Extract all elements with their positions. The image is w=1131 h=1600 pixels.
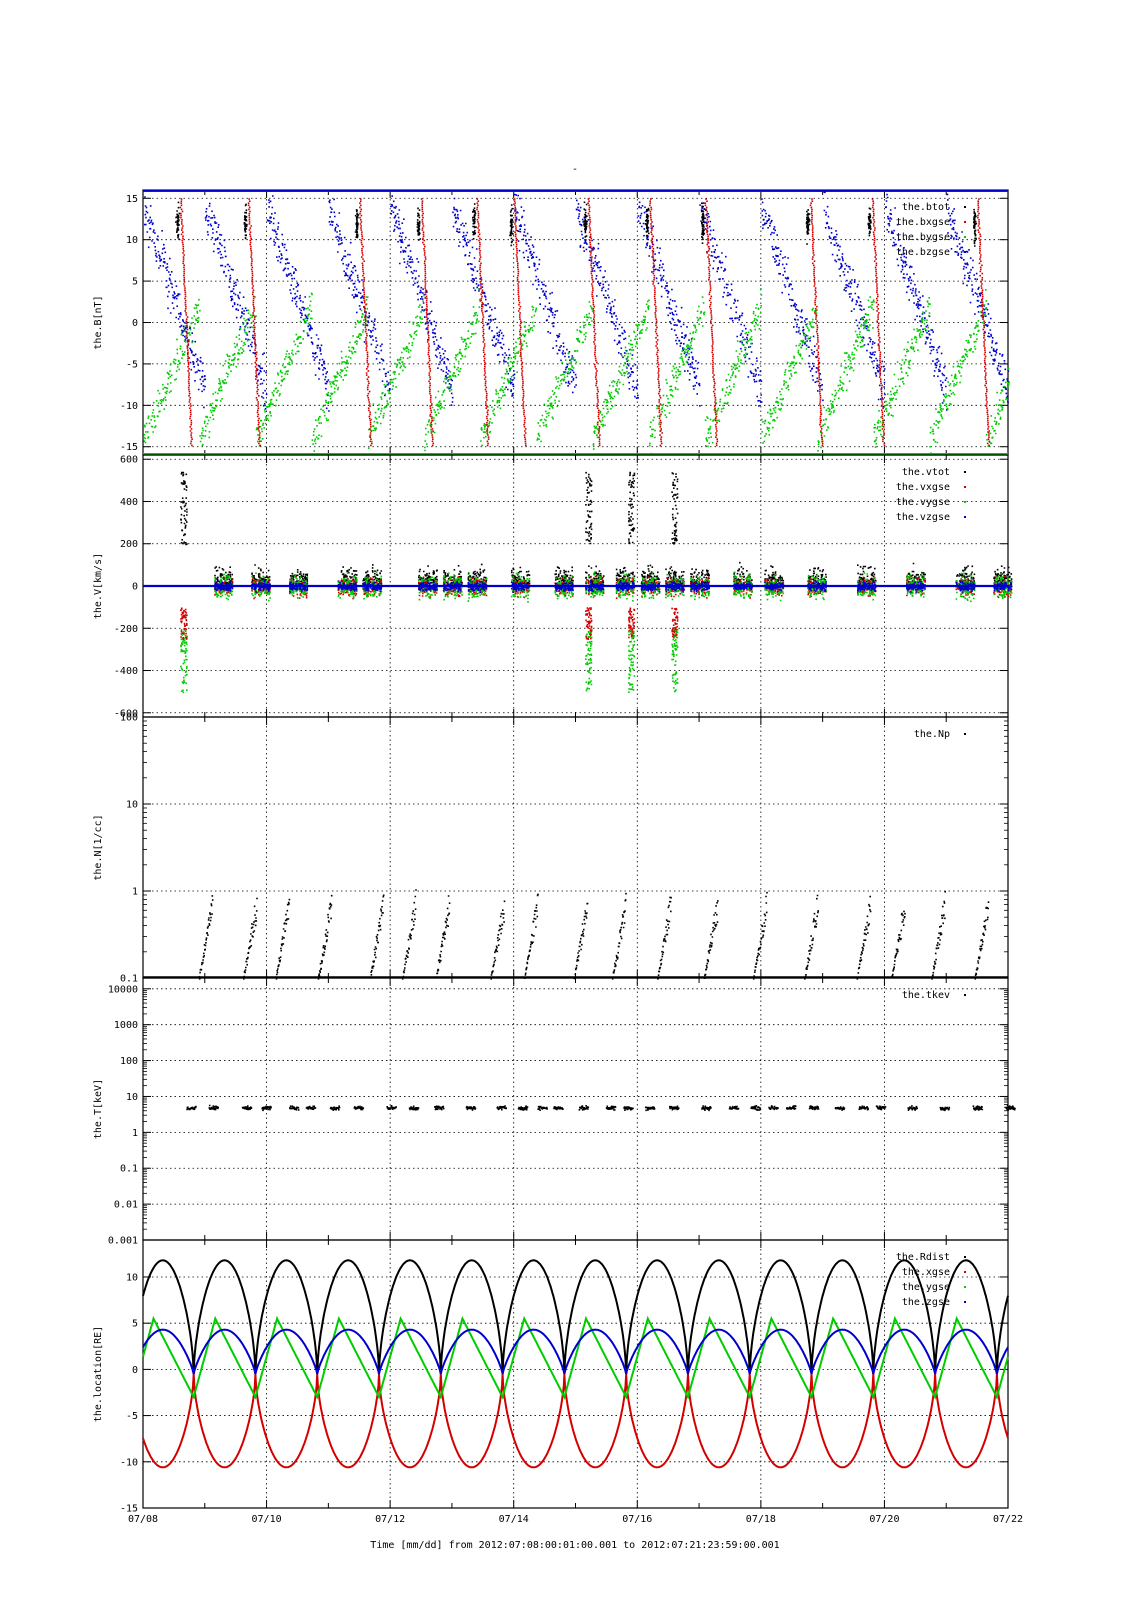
y-tick-label: 15 bbox=[126, 194, 138, 205]
legend-marker bbox=[964, 733, 966, 735]
y-tick-label: 1 bbox=[132, 887, 138, 898]
y-tick-label: 600 bbox=[120, 455, 138, 466]
series-tkev bbox=[186, 1104, 1016, 1112]
y-tick-label: -5 bbox=[126, 359, 138, 370]
legend-entry: the.vygse bbox=[896, 497, 950, 508]
x-tick-label: 07/12 bbox=[375, 1514, 405, 1525]
y-axis-label: the.N[1/cc] bbox=[93, 814, 104, 880]
series-xgse bbox=[142, 1373, 1009, 1469]
legend-marker bbox=[964, 1256, 966, 1258]
legend-marker bbox=[964, 1271, 966, 1273]
legend-entry: the.btot bbox=[902, 202, 950, 213]
legend-marker bbox=[964, 1301, 966, 1303]
x-tick-label: 07/22 bbox=[993, 1514, 1023, 1525]
x-tick-label: 07/14 bbox=[499, 1514, 529, 1525]
panel-V: 600 400 200 0 -200 -400 -600 the.V[km/s] the.vto… bbox=[93, 454, 1013, 719]
x-tick-label: 07/16 bbox=[622, 1514, 652, 1525]
legend-marker bbox=[964, 516, 966, 518]
series-np-points bbox=[198, 889, 990, 980]
legend-entry: the.bzgse bbox=[896, 247, 950, 258]
y-tick-label: 100 bbox=[120, 1056, 138, 1067]
legend-marker bbox=[964, 501, 966, 503]
y-tick-label: -10 bbox=[120, 1457, 138, 1468]
y-axis-label: the.location[RE] bbox=[93, 1326, 104, 1422]
legend-marker bbox=[964, 1286, 966, 1288]
y-tick-label: 0 bbox=[132, 582, 138, 593]
panel-B: 15 10 5 0 -5 -10 -15 the.B[nT] the.btot the.bxgse… bbox=[93, 189, 1010, 456]
panel-location: 10 5 0 -5 -10 -15 the.location[RE] the.Rdist the… bbox=[93, 1239, 1023, 1525]
y-tick-label: 0.01 bbox=[114, 1200, 138, 1211]
y-tick-label: -15 bbox=[120, 1504, 138, 1515]
series-bzgse-points bbox=[143, 190, 1010, 412]
y-tick-label: 0 bbox=[132, 1365, 138, 1376]
y-tick-label: 0.1 bbox=[120, 974, 138, 985]
legend-marker bbox=[964, 206, 966, 208]
series-zgse bbox=[142, 1328, 1009, 1375]
series-vtot bbox=[180, 471, 1013, 588]
y-tick-label: -400 bbox=[114, 666, 138, 677]
panels: 151050-5-10-15the.B[nT]the.btotthe.bxgse… bbox=[93, 189, 1023, 1525]
x-tick-label: 07/20 bbox=[869, 1514, 899, 1525]
legend-marker bbox=[964, 994, 966, 996]
y-tick-label: 0.1 bbox=[120, 1164, 138, 1175]
legend-entry: the.Rdist bbox=[896, 1252, 950, 1263]
y-tick-label: -600 bbox=[114, 708, 138, 719]
x-axis-label: Time [mm/dd] from 2012:07:08:00:01:00.00… bbox=[370, 1540, 779, 1551]
series-vtot-points bbox=[180, 471, 1013, 588]
panel-T: 10000 1000 100 10 1 0.1 0.01 0.001 the.T[keV] the… bbox=[93, 977, 1016, 1247]
y-tick-label: -15 bbox=[120, 442, 138, 453]
y-tick-label: 10 bbox=[126, 235, 138, 246]
series-np bbox=[198, 889, 990, 980]
series-bzgse bbox=[143, 190, 1010, 412]
y-tick-label: 0 bbox=[132, 318, 138, 329]
series-tkev-points bbox=[186, 1104, 1016, 1112]
y-tick-label: -5 bbox=[126, 1411, 138, 1422]
y-tick-label: 1000 bbox=[114, 1020, 138, 1031]
legend-marker bbox=[964, 471, 966, 473]
y-tick-label: 5 bbox=[132, 1319, 138, 1330]
legend-entry: the.xgse bbox=[902, 1267, 950, 1278]
legend-marker bbox=[964, 486, 966, 488]
legend-entry: the.vzgse bbox=[896, 512, 950, 523]
y-tick-label: 10 bbox=[126, 1272, 138, 1283]
series-rdist bbox=[142, 1259, 1009, 1375]
legend-entry: the.ygse bbox=[902, 1282, 950, 1293]
y-axis-label: the.T[keV] bbox=[93, 1079, 104, 1139]
x-tick-label: 07/08 bbox=[128, 1514, 158, 1525]
y-tick-label: -200 bbox=[114, 624, 138, 635]
legend-entry: the.tkev bbox=[902, 990, 950, 1001]
y-tick-label: 10 bbox=[126, 1092, 138, 1103]
legend-entry: the.bxgse bbox=[896, 217, 950, 228]
x-tick-label: 07/18 bbox=[746, 1514, 776, 1525]
legend-entry: the.vxgse bbox=[896, 482, 950, 493]
legend-entry: the.vtot bbox=[902, 467, 950, 478]
y-tick-label: -10 bbox=[120, 401, 138, 412]
x-tick-label: 07/10 bbox=[252, 1514, 282, 1525]
y-tick-label: 5 bbox=[132, 277, 138, 288]
y-tick-label: 200 bbox=[120, 539, 138, 550]
legend-entry: the.bygse bbox=[896, 232, 950, 243]
y-axis-label: the.V[km/s] bbox=[93, 553, 104, 619]
legend-marker bbox=[964, 236, 966, 238]
panel-N: 100 10 1 0.1 the.N[1/cc] the.Np bbox=[93, 713, 1009, 985]
y-tick-label: 10000 bbox=[108, 984, 138, 995]
figure-title-mark: - bbox=[572, 164, 578, 175]
y-tick-label: 1 bbox=[132, 1128, 138, 1139]
legend-entry: the.Np bbox=[914, 729, 950, 740]
y-tick-label: 0.001 bbox=[108, 1236, 138, 1247]
y-tick-label: 10 bbox=[126, 800, 138, 811]
panel-frame bbox=[142, 1239, 1009, 1509]
y-tick-label: 400 bbox=[120, 497, 138, 508]
legend-marker bbox=[964, 221, 966, 223]
series-ygse bbox=[142, 1315, 1009, 1400]
panel-frame bbox=[142, 716, 1009, 979]
y-tick-label: 100 bbox=[120, 713, 138, 724]
y-axis-label: the.B[nT] bbox=[93, 295, 104, 349]
